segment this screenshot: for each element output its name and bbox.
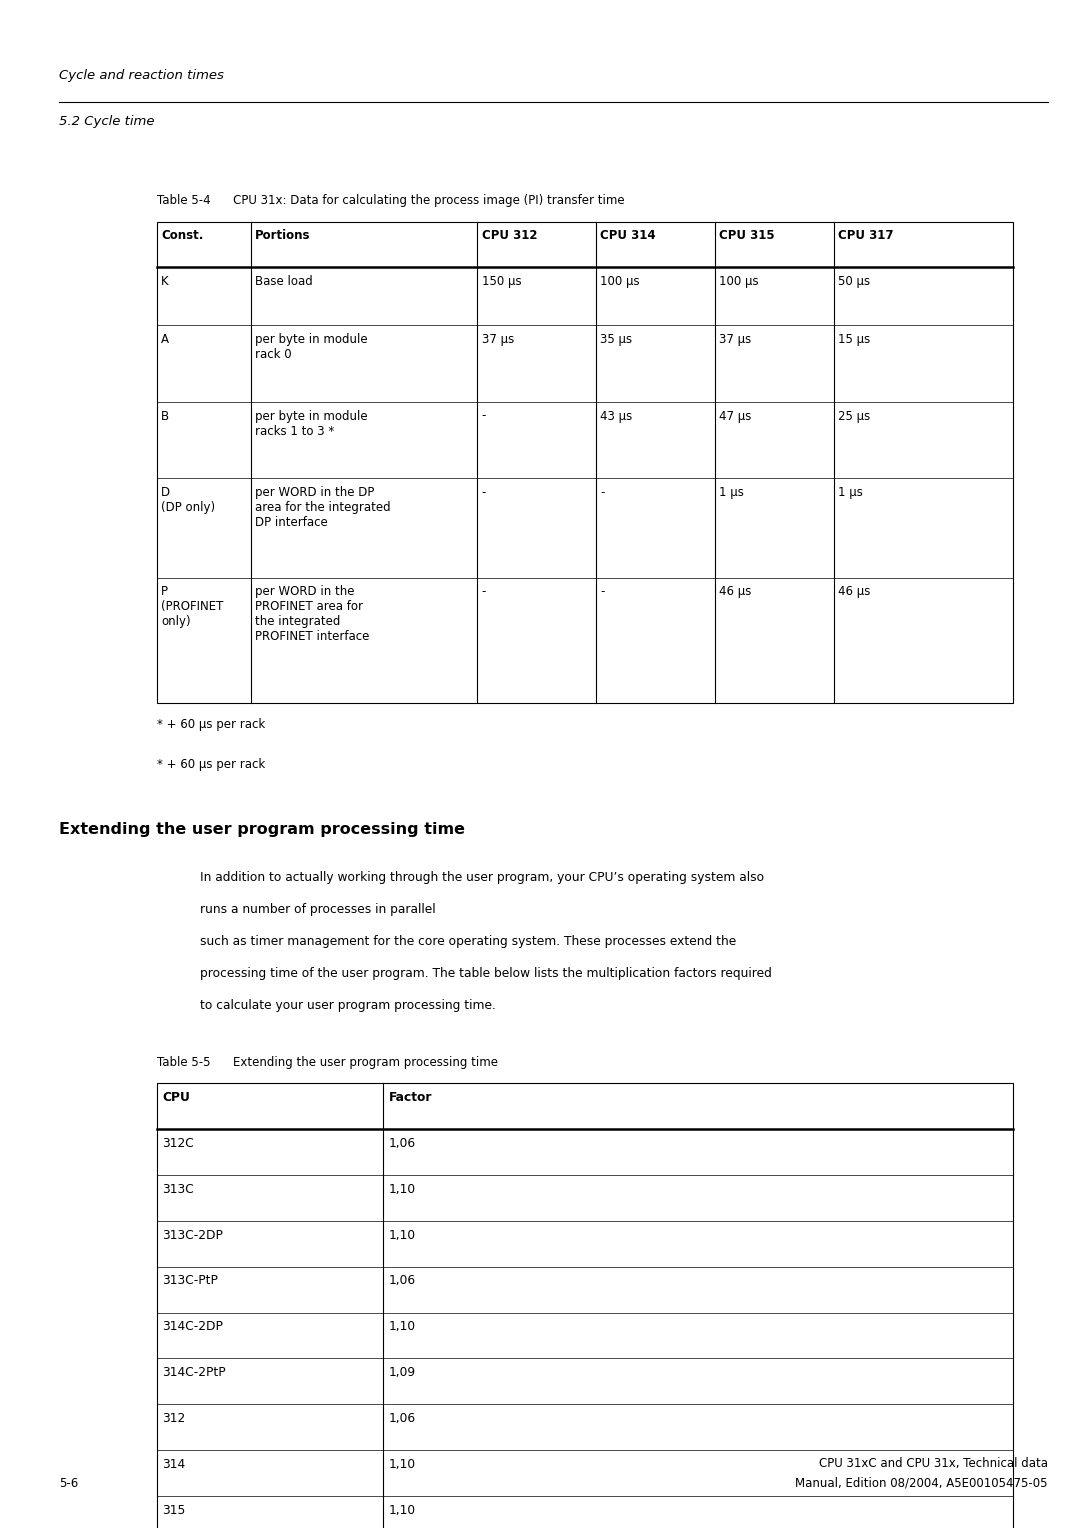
Text: 150 μs: 150 μs bbox=[482, 275, 522, 289]
Text: Portions: Portions bbox=[255, 229, 310, 243]
Text: 1,10: 1,10 bbox=[389, 1229, 416, 1242]
Text: B: B bbox=[161, 410, 170, 423]
Text: per WORD in the
PROFINET area for
the integrated
PROFINET interface: per WORD in the PROFINET area for the in… bbox=[255, 585, 369, 643]
Text: CPU 312: CPU 312 bbox=[482, 229, 537, 243]
Text: 100 μs: 100 μs bbox=[600, 275, 640, 289]
Text: -: - bbox=[482, 486, 486, 500]
Text: 1,06: 1,06 bbox=[389, 1274, 416, 1288]
Text: 1,10: 1,10 bbox=[389, 1504, 416, 1517]
Text: 1,09: 1,09 bbox=[389, 1366, 416, 1380]
Text: CPU 31xC and CPU 31x, Technical data: CPU 31xC and CPU 31x, Technical data bbox=[819, 1456, 1048, 1470]
Text: 47 μs: 47 μs bbox=[719, 410, 752, 423]
Text: such as timer management for the core operating system. These processes extend t: such as timer management for the core op… bbox=[200, 935, 737, 949]
Text: 100 μs: 100 μs bbox=[719, 275, 759, 289]
Text: per byte in module
racks 1 to 3 *: per byte in module racks 1 to 3 * bbox=[255, 410, 367, 437]
Text: A: A bbox=[161, 333, 168, 347]
Text: 313C: 313C bbox=[162, 1183, 193, 1196]
Text: to calculate your user program processing time.: to calculate your user program processin… bbox=[200, 999, 496, 1013]
Text: Table 5-4      CPU 31x: Data for calculating the process image (PI) transfer tim: Table 5-4 CPU 31x: Data for calculating … bbox=[157, 194, 624, 208]
Text: 314C-2DP: 314C-2DP bbox=[162, 1320, 222, 1334]
Text: per WORD in the DP
area for the integrated
DP interface: per WORD in the DP area for the integrat… bbox=[255, 486, 391, 529]
Text: CPU 317: CPU 317 bbox=[838, 229, 893, 243]
Text: Factor: Factor bbox=[389, 1091, 432, 1105]
Text: 1,10: 1,10 bbox=[389, 1320, 416, 1334]
Text: Manual, Edition 08/2004, A5E00105475-05: Manual, Edition 08/2004, A5E00105475-05 bbox=[795, 1476, 1048, 1490]
Text: 1,06: 1,06 bbox=[389, 1412, 416, 1426]
Text: 50 μs: 50 μs bbox=[838, 275, 870, 289]
Text: Cycle and reaction times: Cycle and reaction times bbox=[59, 69, 225, 83]
Text: CPU 314: CPU 314 bbox=[600, 229, 657, 243]
Bar bbox=[157, 222, 1013, 703]
Text: 25 μs: 25 μs bbox=[838, 410, 870, 423]
Text: 5.2 Cycle time: 5.2 Cycle time bbox=[59, 115, 154, 128]
Text: 1 μs: 1 μs bbox=[719, 486, 744, 500]
Text: 46 μs: 46 μs bbox=[838, 585, 870, 599]
Text: Extending the user program processing time: Extending the user program processing ti… bbox=[59, 822, 465, 837]
Text: 43 μs: 43 μs bbox=[600, 410, 633, 423]
Text: -: - bbox=[600, 585, 605, 599]
Text: 1 μs: 1 μs bbox=[838, 486, 863, 500]
Text: 1,10: 1,10 bbox=[389, 1183, 416, 1196]
Text: * + 60 μs per rack: * + 60 μs per rack bbox=[157, 718, 265, 732]
Text: -: - bbox=[600, 486, 605, 500]
Text: 5-6: 5-6 bbox=[59, 1476, 79, 1490]
Text: P
(PROFINET
only): P (PROFINET only) bbox=[161, 585, 224, 628]
Text: 46 μs: 46 μs bbox=[719, 585, 752, 599]
Text: 37 μs: 37 μs bbox=[719, 333, 752, 347]
Text: CPU: CPU bbox=[162, 1091, 190, 1105]
Text: Base load: Base load bbox=[255, 275, 312, 289]
Text: processing time of the user program. The table below lists the multiplication fa: processing time of the user program. The… bbox=[200, 967, 772, 981]
Text: -: - bbox=[482, 585, 486, 599]
Text: Table 5-5      Extending the user program processing time: Table 5-5 Extending the user program pro… bbox=[157, 1056, 498, 1070]
Text: 1,06: 1,06 bbox=[389, 1137, 416, 1151]
Text: * + 60 μs per rack: * + 60 μs per rack bbox=[157, 758, 265, 772]
Text: 315: 315 bbox=[162, 1504, 186, 1517]
Text: 1,10: 1,10 bbox=[389, 1458, 416, 1471]
Text: 314: 314 bbox=[162, 1458, 186, 1471]
Text: 35 μs: 35 μs bbox=[600, 333, 633, 347]
Text: In addition to actually working through the user program, your CPU’s operating s: In addition to actually working through … bbox=[200, 871, 764, 885]
Text: per byte in module
rack 0: per byte in module rack 0 bbox=[255, 333, 367, 361]
Text: Const.: Const. bbox=[161, 229, 203, 243]
Text: 15 μs: 15 μs bbox=[838, 333, 870, 347]
Text: 312: 312 bbox=[162, 1412, 186, 1426]
Text: runs a number of processes in parallel: runs a number of processes in parallel bbox=[200, 903, 435, 917]
Text: 37 μs: 37 μs bbox=[482, 333, 514, 347]
Text: -: - bbox=[482, 410, 486, 423]
Text: CPU 315: CPU 315 bbox=[719, 229, 775, 243]
Text: 312C: 312C bbox=[162, 1137, 193, 1151]
Bar bbox=[157, 1083, 1013, 1528]
Text: 314C-2PtP: 314C-2PtP bbox=[162, 1366, 226, 1380]
Text: 313C-PtP: 313C-PtP bbox=[162, 1274, 218, 1288]
Text: 313C-2DP: 313C-2DP bbox=[162, 1229, 222, 1242]
Text: K: K bbox=[161, 275, 168, 289]
Text: D
(DP only): D (DP only) bbox=[161, 486, 215, 513]
